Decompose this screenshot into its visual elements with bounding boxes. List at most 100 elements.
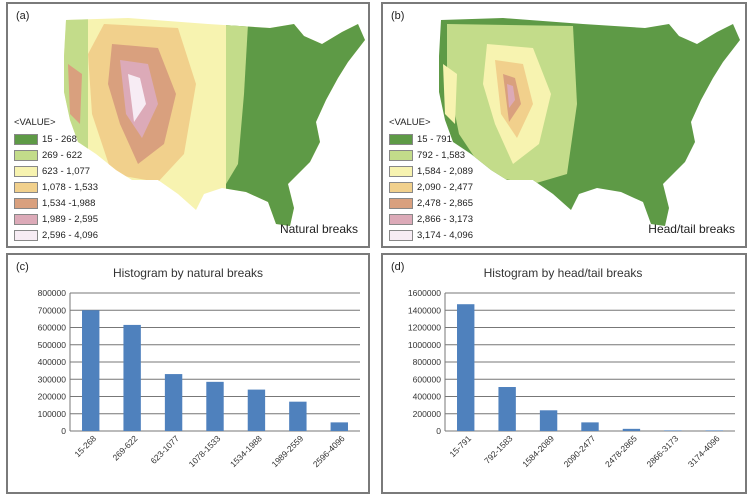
- x-tick-label: 1989-2559: [269, 433, 305, 469]
- legend-swatch: [14, 197, 38, 209]
- bar: [164, 374, 183, 431]
- histogram-natural-breaks: Histogram by natural breaks 0 100000 200000…: [38, 266, 360, 469]
- legend: <VALUE> 15 - 268 269 - 622 623 - 1,077 1…: [14, 117, 98, 243]
- x-tick-label: 3174-4096: [686, 433, 722, 469]
- legend-item: 1,078 - 1,533: [14, 179, 98, 195]
- bar: [498, 387, 516, 431]
- legend-swatch: [389, 181, 413, 193]
- bar: [289, 401, 307, 431]
- legend-item: 792 - 1,583: [389, 147, 473, 163]
- legend-swatch: [389, 133, 413, 145]
- x-tick-label: 2478-2865: [603, 433, 639, 469]
- legend-swatch: [389, 197, 413, 209]
- y-tick-label: 600000: [38, 323, 67, 333]
- histogram-panel-head-tail-breaks: (d) Histogram by head/tail breaks 0 200000…: [381, 253, 747, 494]
- bar: [206, 381, 224, 431]
- y-tick-label: 100000: [38, 409, 67, 419]
- legend-item: 15 - 791: [389, 131, 473, 147]
- bar: [82, 310, 100, 431]
- x-tick-label: 2090-2477: [562, 433, 598, 469]
- bar: [330, 422, 348, 431]
- us-elevation-map-head-tail: [439, 18, 740, 226]
- x-tick-label: 1534-1988: [228, 433, 264, 469]
- legend-swatch: [14, 181, 38, 193]
- y-tick-label: 300000: [38, 374, 67, 384]
- legend-swatch: [389, 213, 413, 225]
- x-tick-label: 623-1077: [149, 433, 182, 466]
- x-tick-label: 1584-2089: [520, 433, 556, 469]
- legend-label: 2,866 - 3,173: [417, 213, 473, 225]
- x-tick-label: 2596-4096: [311, 433, 347, 469]
- legend-label: 2,090 - 2,477: [417, 181, 473, 193]
- x-tick-label: 792-1583: [482, 433, 515, 466]
- panel-label: (b): [391, 10, 405, 22]
- bar: [581, 422, 599, 431]
- y-tick-label: 200000: [413, 409, 442, 419]
- y-tick-label: 1200000: [408, 323, 441, 333]
- bar: [123, 324, 141, 431]
- legend-title: <VALUE>: [389, 117, 431, 128]
- y-tick-label: 1600000: [408, 288, 441, 298]
- x-tick-label: 2866-3173: [644, 433, 680, 469]
- y-tick-label: 200000: [38, 392, 67, 402]
- chart-title: Histogram by natural breaks: [113, 266, 263, 280]
- legend-swatch: [389, 165, 413, 177]
- legend-swatch: [389, 229, 413, 241]
- y-tick-label: 400000: [38, 357, 67, 367]
- legend-item: 15 - 268: [14, 131, 98, 147]
- bar: [457, 304, 475, 431]
- y-tick-label: 0: [61, 426, 66, 436]
- legend-label: 1,584 - 2,089: [417, 165, 473, 177]
- x-tick-label: 269-622: [110, 433, 139, 462]
- legend: <VALUE> 15 - 791 792 - 1,583 1,584 - 2,0…: [389, 117, 473, 243]
- bar: [664, 430, 682, 431]
- map-panel-head-tail-breaks: (b) <VALUE> 15 - 791 792 - 1,583 1,584 -…: [381, 2, 747, 248]
- y-tick-label: 0: [436, 426, 441, 436]
- legend-label: 2,478 - 2,865: [417, 197, 473, 209]
- legend-swatch: [389, 149, 413, 161]
- legend-item: 269 - 622: [14, 147, 98, 163]
- y-tick-label: 1000000: [408, 340, 441, 350]
- legend-label: 15 - 268: [42, 133, 77, 145]
- y-tick-label: 500000: [38, 340, 67, 350]
- legend-item: 1,584 - 2,089: [389, 163, 473, 179]
- legend-item: 3,174 - 4,096: [389, 227, 473, 243]
- legend-title: <VALUE>: [14, 117, 56, 128]
- y-tick-label: 800000: [38, 288, 67, 298]
- legend-swatch: [14, 149, 38, 161]
- y-tick-label: 600000: [413, 374, 442, 384]
- legend-label: 15 - 791: [417, 133, 452, 145]
- legend-label: 2,596 - 4,096: [42, 229, 98, 241]
- y-tick-label: 700000: [38, 305, 67, 315]
- map-panel-natural-breaks: (a) <VALUE> 15 - 268 269 - 622 623 - 1,0…: [6, 2, 370, 248]
- map-title: Head/tail breaks: [648, 222, 735, 236]
- y-tick-label: 1400000: [408, 305, 441, 315]
- panel-label: (a): [16, 10, 30, 22]
- legend-item: 2,478 - 2,865: [389, 195, 473, 211]
- y-tick-label: 800000: [413, 357, 442, 367]
- y-tick-label: 400000: [413, 392, 442, 402]
- chart-title: Histogram by head/tail breaks: [484, 266, 643, 280]
- legend-item: 2,090 - 2,477: [389, 179, 473, 195]
- legend-swatch: [14, 213, 38, 225]
- x-tick-label: 15-791: [447, 433, 473, 459]
- legend-label: 1,534 -1,988: [42, 197, 96, 209]
- legend-item: 623 - 1,077: [14, 163, 98, 179]
- map-title: Natural breaks: [279, 222, 358, 236]
- us-elevation-map-natural: [64, 18, 365, 226]
- bar: [247, 389, 266, 431]
- panel-label: (d): [391, 261, 405, 273]
- x-tick-label: 1078-1533: [187, 433, 223, 469]
- legend-label: 1,078 - 1,533: [42, 181, 98, 193]
- histogram-head-tail-breaks: Histogram by head/tail breaks 0 200000 4000…: [408, 266, 735, 469]
- legend-item: 2,596 - 4,096: [14, 227, 98, 243]
- legend-swatch: [14, 229, 38, 241]
- legend-label: 1,989 - 2,595: [42, 213, 98, 225]
- histogram-panel-natural-breaks: (c) Histogram by natural breaks 0 100000 20…: [6, 253, 370, 494]
- legend-label: 269 - 622: [42, 149, 83, 161]
- legend-label: 3,174 - 4,096: [417, 229, 473, 241]
- legend-label: 623 - 1,077: [42, 165, 91, 177]
- bar: [539, 410, 558, 431]
- legend-label: 792 - 1,583: [417, 149, 466, 161]
- legend-item: 1,534 -1,988: [14, 195, 98, 211]
